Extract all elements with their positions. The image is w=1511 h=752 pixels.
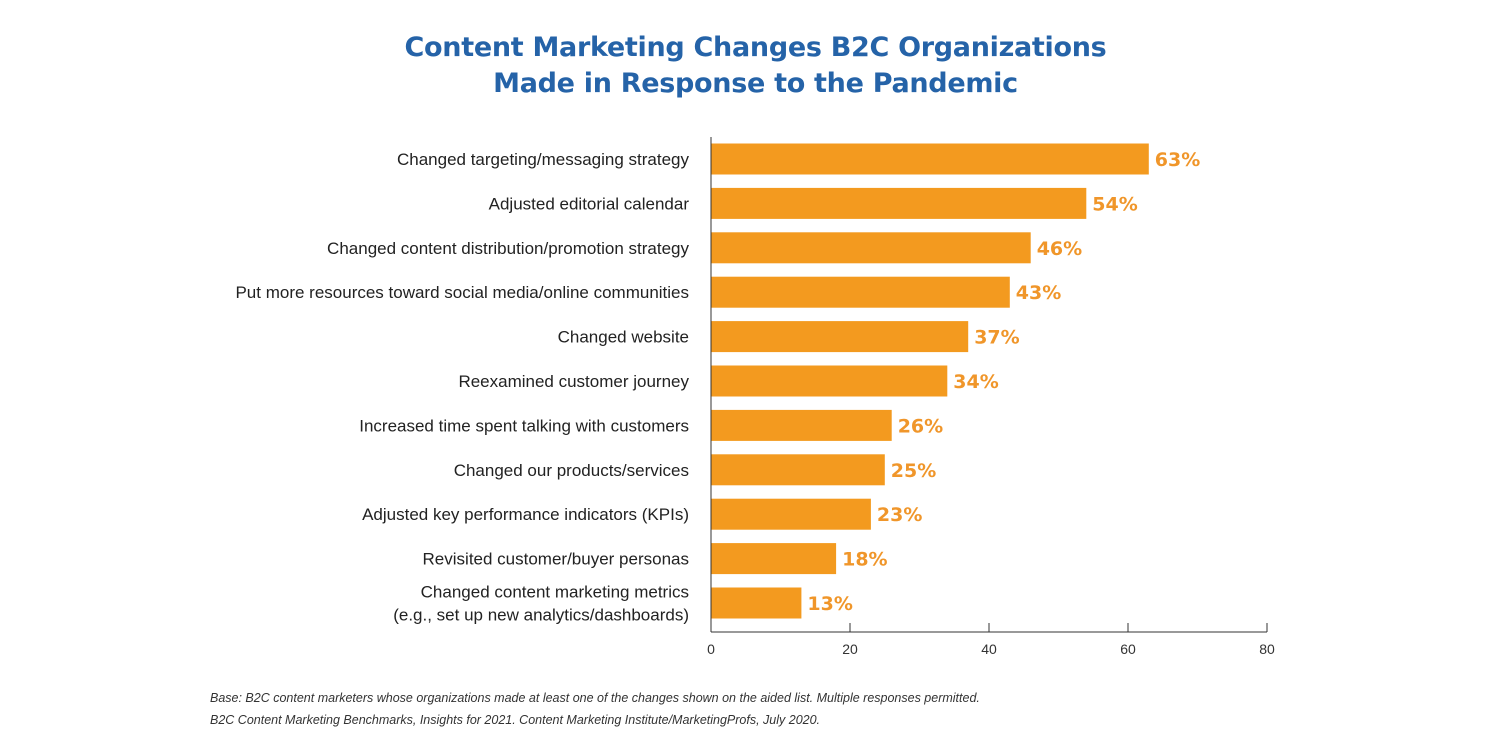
- category-label-11-line-1: Changed content marketing metrics: [421, 583, 689, 602]
- footnote-base: Base: B2C content marketers whose organi…: [210, 691, 980, 705]
- bar-1: [711, 143, 1149, 175]
- bar-3: [711, 232, 1031, 264]
- category-label-2: Adjusted editorial calendar: [489, 194, 690, 213]
- category-label-8: Changed our products/services: [454, 461, 689, 480]
- category-label-10: Revisited customer/buyer personas: [423, 550, 689, 569]
- value-label-4: 43%: [1016, 282, 1061, 304]
- footnote-source: B2C Content Marketing Benchmarks, Insigh…: [210, 713, 821, 727]
- x-tick-label-60: 60: [1120, 641, 1136, 657]
- bar-2: [711, 187, 1087, 219]
- x-tick-label-20: 20: [842, 641, 858, 657]
- value-label-6: 34%: [953, 371, 998, 393]
- category-label-5: Changed website: [558, 328, 689, 347]
- value-label-2: 54%: [1092, 193, 1137, 215]
- x-tick-label-40: 40: [981, 641, 997, 657]
- value-label-8: 25%: [891, 460, 936, 482]
- bar-4: [711, 276, 1010, 308]
- category-label-7: Increased time spent talking with custom…: [359, 416, 689, 435]
- bar-7: [711, 409, 892, 441]
- bar-11: [711, 587, 802, 619]
- bar-10: [711, 543, 837, 575]
- value-label-9: 23%: [877, 504, 922, 526]
- bar-6: [711, 365, 948, 397]
- category-label-1: Changed targeting/messaging strategy: [397, 150, 690, 169]
- category-label-4: Put more resources toward social media/o…: [235, 283, 689, 302]
- x-tick-label-0: 0: [707, 641, 715, 657]
- value-label-7: 26%: [898, 415, 943, 437]
- category-label-3: Changed content distribution/promotion s…: [327, 239, 689, 258]
- bar-5: [711, 321, 969, 353]
- value-label-11: 13%: [807, 593, 852, 615]
- bar-9: [711, 498, 871, 530]
- value-label-5: 37%: [974, 327, 1019, 349]
- category-label-6: Reexamined customer journey: [458, 372, 689, 391]
- category-label-11-line-2: (e.g., set up new analytics/dashboards): [393, 606, 689, 625]
- value-label-10: 18%: [842, 549, 887, 571]
- value-label-1: 63%: [1155, 149, 1200, 171]
- category-label-9: Adjusted key performance indicators (KPI…: [362, 505, 689, 524]
- value-label-3: 46%: [1037, 238, 1082, 260]
- chart-title-line-1: Content Marketing Changes B2C Organizati…: [404, 32, 1107, 63]
- chart-title: Content Marketing Changes B2C Organizati…: [0, 30, 1511, 102]
- bar-8: [711, 454, 885, 486]
- chart-title-line-2: Made in Response to the Pandemic: [493, 68, 1018, 99]
- x-tick-label-80: 80: [1259, 641, 1275, 657]
